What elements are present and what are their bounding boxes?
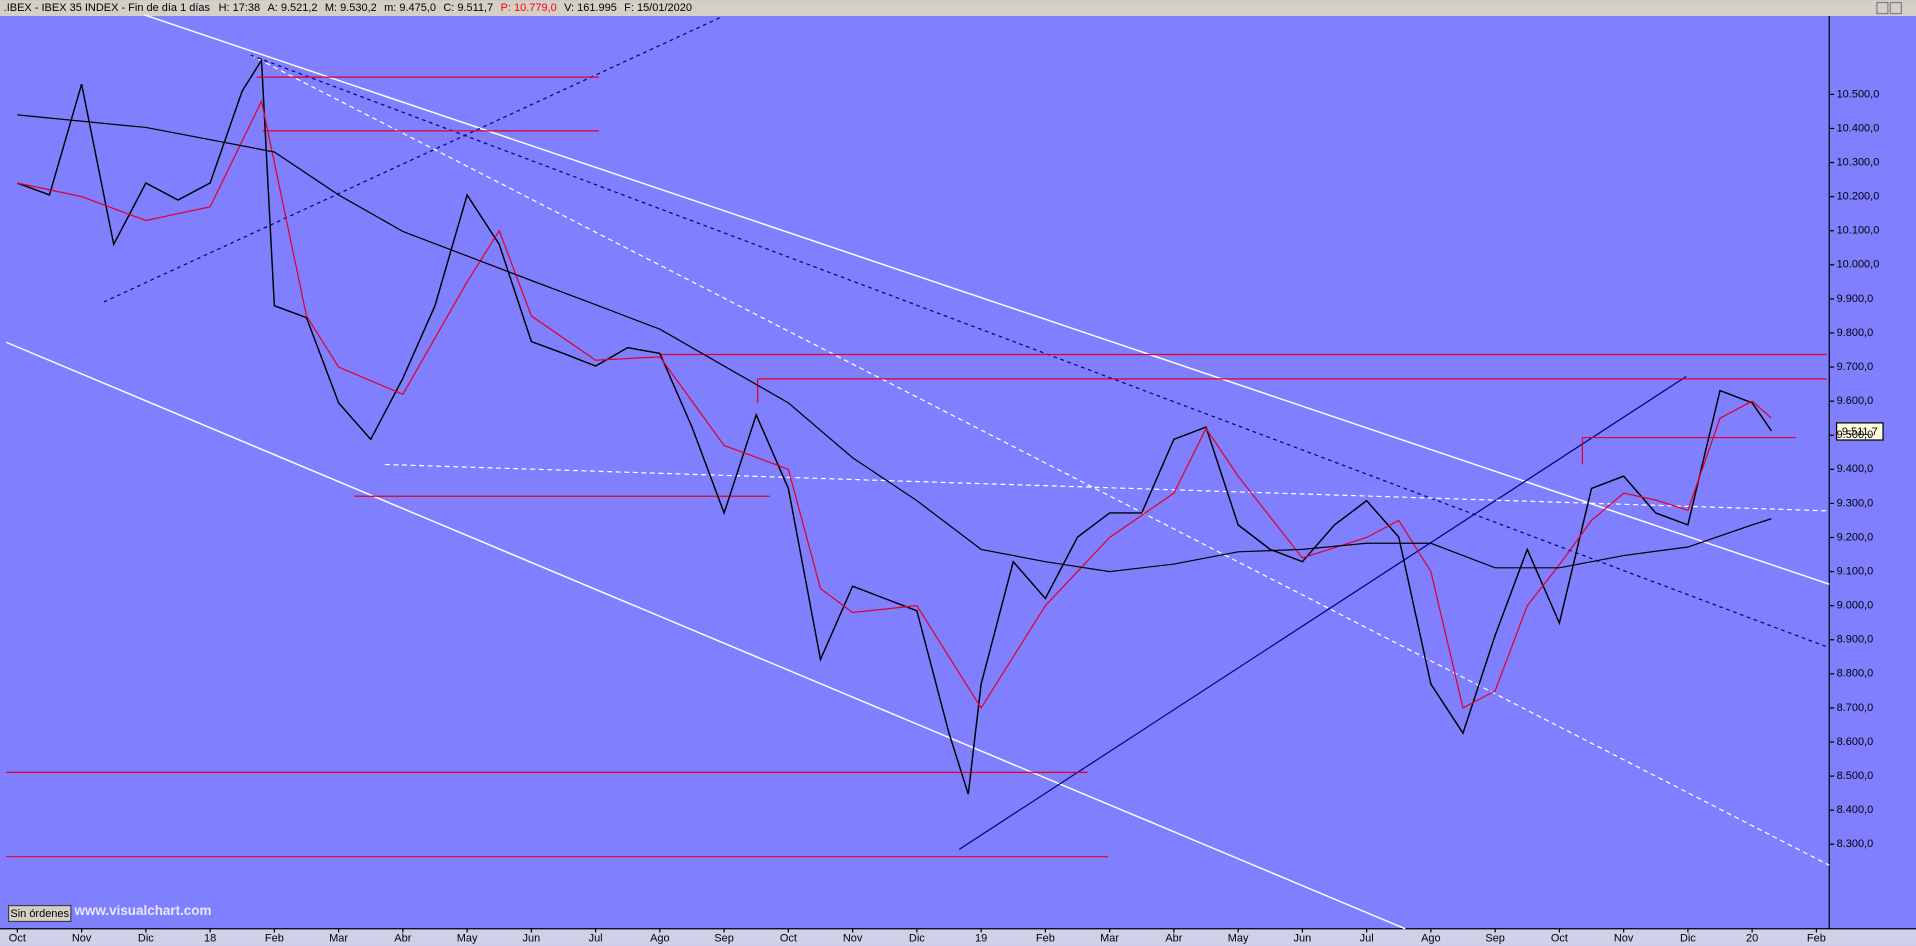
- y-tick-label: 9.700,0: [1837, 361, 1874, 373]
- x-tick-label: Jun: [1294, 932, 1312, 944]
- orders-button-label: Sin órdenes: [10, 908, 69, 920]
- header-field: C: 9.511,7: [443, 2, 493, 14]
- x-tick-label: Feb: [1036, 932, 1055, 944]
- x-tick-label: Abr: [1165, 932, 1182, 944]
- header-field: V: 161.995: [564, 2, 617, 14]
- trend-line: [143, 14, 1830, 585]
- trend-line: [384, 463, 1830, 512]
- title-bar: [0, 0, 1916, 16]
- x-tick-label: Sep: [714, 932, 734, 944]
- x-tick-label: Jul: [1360, 932, 1374, 944]
- x-tick-label: 19: [975, 932, 987, 944]
- minimize-button[interactable]: [1876, 1, 1889, 15]
- y-tick-label: 8.300,0: [1837, 838, 1874, 850]
- y-tick-label: 9.300,0: [1837, 497, 1874, 509]
- y-tick-label: 8.800,0: [1837, 668, 1874, 680]
- y-tick-label: 8.500,0: [1837, 770, 1874, 782]
- header: .IBEX - IBEX 35 INDEX - Fin de día 1 día…: [4, 2, 692, 14]
- y-tick-label: 9.600,0: [1837, 395, 1874, 407]
- x-tick-label: Mar: [329, 932, 348, 944]
- x-tick-label: Dic: [909, 932, 925, 944]
- x-tick-label: Dic: [1680, 932, 1696, 944]
- y-tick-label: 8.700,0: [1837, 702, 1874, 714]
- y-tick-label: 8.900,0: [1837, 634, 1874, 646]
- y-tick-label: 9.500,0: [1837, 429, 1874, 441]
- x-tick-label: Dic: [138, 932, 154, 944]
- x-tick-label: Nov: [1614, 932, 1634, 944]
- x-tick-label: Sep: [1485, 932, 1505, 944]
- orders-button[interactable]: [7, 904, 72, 923]
- x-tick-label: Ago: [650, 932, 670, 944]
- y-tick-label: 9.900,0: [1837, 293, 1874, 305]
- x-tick-label: Oct: [9, 932, 26, 944]
- x-tick-label: May: [1228, 932, 1249, 944]
- y-tick-label: 10.200,0: [1837, 191, 1880, 203]
- trend-line: [250, 54, 1830, 649]
- y-tick-label: 9.200,0: [1837, 531, 1874, 543]
- y-tick-label: 10.300,0: [1837, 156, 1880, 168]
- price-line: [17, 99, 1772, 710]
- x-axis-strip: [0, 928, 1916, 946]
- header-field: P: 10.779,0: [501, 2, 557, 14]
- x-tick-label: Jun: [523, 932, 541, 944]
- last-price-box: [1835, 422, 1884, 441]
- symbol: .IBEX - IBEX 35 INDEX - Fin de día 1 día…: [4, 2, 211, 14]
- trend-line: [5, 341, 1406, 930]
- x-tick-label: Oct: [1551, 932, 1568, 944]
- x-tick-label: Jul: [589, 932, 603, 944]
- header-field: H: 17:38: [219, 2, 261, 14]
- header-field: m: 9.475,0: [384, 2, 436, 14]
- x-tick-label: Nov: [72, 932, 92, 944]
- x-tick-label: 18: [204, 932, 216, 944]
- price-line: [17, 114, 1772, 573]
- y-tick-label: 10.500,0: [1837, 88, 1880, 100]
- drawings: [5, 14, 1830, 930]
- y-tick-label: 8.400,0: [1837, 804, 1874, 816]
- plot: [17, 57, 1773, 795]
- x-tick-label: Oct: [780, 932, 797, 944]
- y-tick-label: 9.000,0: [1837, 600, 1874, 612]
- last-price: 9.511,7: [1842, 426, 1878, 438]
- maximize-button[interactable]: [1889, 1, 1902, 15]
- y-tick-label: 10.000,0: [1837, 259, 1880, 271]
- watermark: www.visualchart.com: [74, 903, 212, 918]
- x-tick-label: Ago: [1421, 932, 1441, 944]
- trend-line: [103, 16, 722, 303]
- header-field: M: 9.530,2: [325, 2, 377, 14]
- header-field: F: 15/01/2020: [624, 2, 692, 14]
- header-field: A: 9.521,2: [267, 2, 317, 14]
- x-tick-label: 20: [1746, 932, 1758, 944]
- x-tick-label: Abr: [394, 932, 411, 944]
- x-tick-label: May: [457, 932, 478, 944]
- y-tick-label: 9.800,0: [1837, 327, 1874, 339]
- trend-line: [958, 375, 1687, 850]
- x-tick-label: Feb: [265, 932, 284, 944]
- y-tick-label: 9.100,0: [1837, 565, 1874, 577]
- y-tick-label: 9.400,0: [1837, 463, 1874, 475]
- y-tick-label: 8.600,0: [1837, 736, 1874, 748]
- x-tick-label: Mar: [1100, 932, 1119, 944]
- price-line: [17, 57, 1773, 795]
- y-tick-label: 10.100,0: [1837, 225, 1880, 237]
- x-tick-label: Feb: [1807, 932, 1826, 944]
- x-tick-label: Nov: [843, 932, 863, 944]
- y-tick-label: 10.400,0: [1837, 122, 1880, 134]
